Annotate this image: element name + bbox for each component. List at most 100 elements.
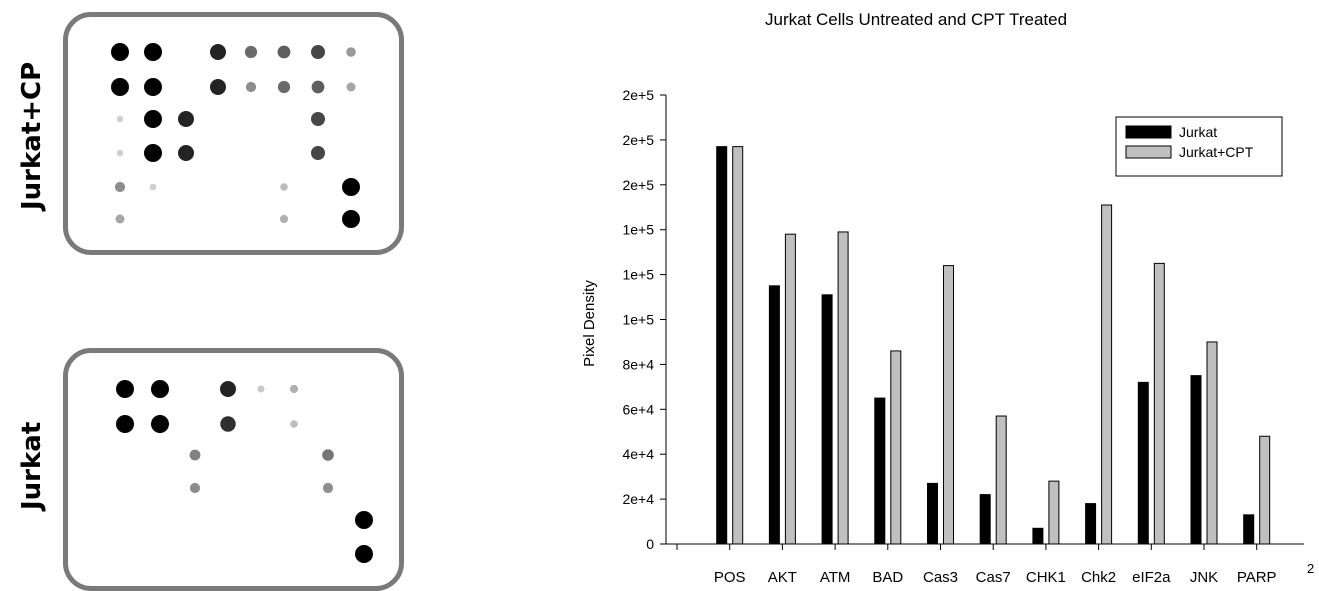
- blot-spot: [151, 415, 169, 433]
- x-tick-label: BAD: [872, 569, 903, 586]
- blot-spot: [311, 45, 325, 59]
- blot-spots-jurkat: [116, 380, 373, 563]
- blot-spot: [178, 111, 194, 127]
- blot-spot: [220, 416, 236, 432]
- x-tick-label: CHK1: [1026, 569, 1066, 586]
- bar-jurkat: [1137, 381, 1149, 545]
- bar-jurkat: [716, 146, 728, 545]
- blot-spots-jurkat-cpt: [111, 43, 360, 228]
- bar-jurkat-cpt: [1153, 262, 1165, 545]
- bar-jurkat: [1243, 514, 1255, 545]
- blot-spot: [115, 214, 125, 224]
- y-tick-label: 1e+5: [622, 267, 654, 283]
- blot-spot: [244, 45, 258, 59]
- blot-spot: [289, 384, 299, 394]
- x-tick-label: eIF2a: [1132, 569, 1171, 586]
- y-tick-label: 8e+4: [622, 356, 654, 372]
- blot-spot: [111, 43, 129, 61]
- bar-jurkat-cpt: [943, 265, 954, 545]
- bar-jurkat: [979, 494, 991, 545]
- blot-spot: [355, 545, 373, 563]
- blot-spot: [280, 183, 288, 191]
- bar-jurkat-cpt: [837, 231, 849, 545]
- legend-label: Jurkat: [1179, 124, 1217, 140]
- blot-spot: [311, 112, 325, 126]
- blot-spot: [322, 482, 334, 494]
- blot-spot: [210, 79, 226, 95]
- blot-spot: [144, 78, 162, 96]
- blot-spot: [189, 482, 201, 494]
- x-tick-label: AKT: [768, 569, 797, 586]
- blot-spot: [144, 144, 162, 162]
- bar-jurkat: [927, 482, 938, 545]
- bar-jurkat-cpt: [1206, 341, 1218, 545]
- blot-spot: [220, 381, 236, 397]
- y-tick-label: 2e+5: [622, 132, 654, 148]
- blot-spot: [144, 43, 162, 61]
- bar-jurkat-cpt: [784, 233, 796, 545]
- y-tick-label: 1e+5: [622, 222, 654, 238]
- chart-title: Jurkat Cells Untreated and CPT Treated: [765, 10, 1068, 29]
- blot-spot: [346, 47, 356, 57]
- blot-spot: [149, 183, 157, 191]
- x-edge-label: 2: [1307, 561, 1314, 576]
- y-tick-label: 0: [646, 536, 654, 552]
- blot-spot: [116, 115, 124, 123]
- blot-spot: [290, 420, 298, 428]
- blot-spot: [144, 110, 162, 128]
- blot-spot: [245, 81, 257, 93]
- bar-jurkat-cpt: [1259, 435, 1271, 545]
- bar-jurkat-cpt: [1101, 204, 1113, 545]
- bar-jurkat: [1190, 375, 1202, 545]
- blot-spot: [116, 149, 124, 157]
- chart-legend: Jurkat Jurkat+CPT: [1115, 116, 1283, 177]
- legend-swatch: [1125, 145, 1172, 159]
- legend-swatch: [1125, 125, 1172, 139]
- y-tick-label: 4e+4: [622, 446, 654, 462]
- bar-jurkat-cpt: [995, 415, 1007, 545]
- blot-spot: [210, 44, 226, 60]
- x-tick-label: ATM: [820, 569, 851, 586]
- blot-spot: [178, 145, 194, 161]
- blot-spot: [151, 380, 169, 398]
- blot-membrane-jurkat: [63, 348, 404, 591]
- bar-jurkat: [1032, 527, 1044, 545]
- legend-label: Jurkat+CPT: [1179, 144, 1254, 160]
- blot-spot: [342, 210, 360, 228]
- x-tick-label: Chk2: [1081, 569, 1116, 586]
- bar-jurkat-cpt: [732, 146, 744, 545]
- blot-spot: [311, 80, 325, 94]
- blot-spot: [111, 78, 129, 96]
- blot-spot: [277, 45, 291, 59]
- bar-jurkat-cpt: [1048, 480, 1060, 545]
- blot-spot: [322, 449, 334, 461]
- y-tick-label: 6e+4: [622, 401, 654, 417]
- x-tick-label: PARP: [1237, 569, 1277, 586]
- blot-spot: [257, 385, 265, 393]
- blot-spot: [342, 178, 360, 196]
- blot-spot: [279, 214, 289, 224]
- bar-jurkat: [821, 294, 833, 545]
- x-tick-label: Cas7: [976, 569, 1011, 586]
- x-tick-label: JNK: [1190, 569, 1218, 586]
- y-tick-label: 2e+5: [622, 177, 654, 193]
- y-axis-label: Pixel Density: [581, 280, 598, 367]
- blot-spot: [189, 449, 201, 461]
- y-tick-label: 1e+5: [622, 312, 654, 328]
- bar-jurkat: [1085, 503, 1097, 545]
- blot-spot: [277, 80, 291, 94]
- x-tick-label: POS: [714, 569, 746, 586]
- blot-spot: [114, 181, 126, 193]
- blot-spot: [311, 146, 325, 160]
- bar-jurkat: [874, 397, 886, 545]
- blot-membrane-jurkat-cpt: [63, 12, 404, 255]
- y-tick-label: 2e+4: [622, 491, 654, 507]
- blot-spot: [116, 415, 134, 433]
- blot-spot: [346, 82, 356, 92]
- bar-jurkat: [768, 285, 780, 545]
- x-tick-label: Cas3: [923, 569, 958, 586]
- blot-spot: [116, 380, 134, 398]
- y-tick-label: 2e+5: [622, 87, 654, 103]
- blot-spot: [355, 511, 373, 529]
